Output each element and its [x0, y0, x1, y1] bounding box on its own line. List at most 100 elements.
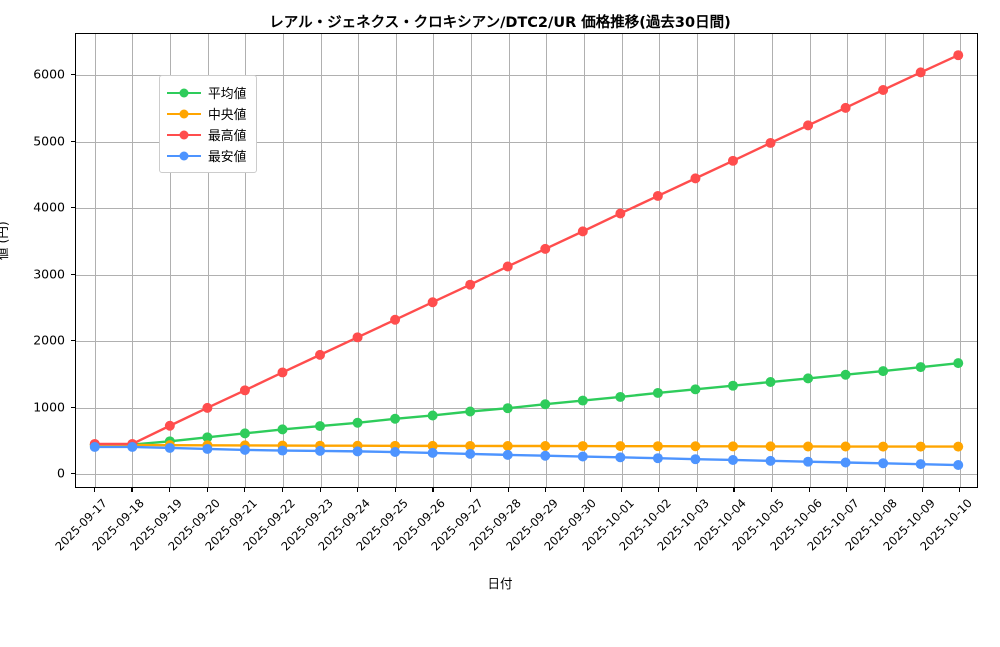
data-point-marker [615, 391, 626, 402]
data-point-marker [502, 403, 513, 414]
gridline-horizontal [76, 474, 977, 476]
x-tick-mark [846, 488, 848, 492]
data-point-marker [652, 441, 663, 452]
y-tick-mark [71, 273, 75, 275]
data-point-marker [239, 444, 250, 455]
legend-item[interactable]: 中央値 [167, 103, 246, 124]
x-tick-mark [771, 488, 773, 492]
legend-item[interactable]: 最高値 [167, 124, 246, 145]
legend-swatch-icon [167, 149, 201, 163]
data-point-marker [803, 456, 814, 467]
data-point-marker [577, 226, 588, 237]
gridline-horizontal [76, 407, 977, 409]
gridline-vertical [245, 34, 247, 487]
y-tick-label: 5000 [33, 133, 65, 149]
x-tick-mark [281, 488, 284, 492]
gridline-horizontal [76, 75, 977, 77]
x-tick-mark [921, 488, 923, 492]
data-point-marker [953, 50, 964, 61]
y-tick-label: 0 [57, 465, 65, 481]
legend-label: 中央値 [208, 108, 247, 123]
data-point-marker [727, 380, 738, 391]
data-point-marker [465, 440, 476, 451]
gridline-vertical [508, 34, 510, 487]
data-point-marker [315, 349, 326, 360]
y-tick-mark [71, 140, 75, 142]
data-point-marker [615, 452, 626, 463]
data-point-marker [765, 137, 776, 148]
data-point-marker [803, 120, 814, 131]
data-point-marker [765, 455, 776, 466]
data-point-marker [315, 421, 326, 432]
x-tick-mark [808, 488, 810, 492]
data-point-marker [427, 410, 438, 421]
legend-swatch-icon [167, 128, 201, 142]
x-tick-mark [432, 488, 434, 492]
gridline-vertical [94, 34, 96, 487]
gridline-vertical [772, 34, 774, 487]
gridline-vertical [583, 34, 585, 487]
data-point-marker [390, 314, 401, 325]
gridline-vertical [659, 34, 661, 487]
data-point-marker [390, 447, 401, 458]
data-point-marker [127, 441, 138, 452]
data-point-marker [652, 190, 663, 201]
gridline-vertical [922, 34, 924, 487]
legend-item[interactable]: 最安値 [167, 145, 246, 166]
series-lines [89, 50, 964, 470]
legend-item[interactable]: 平均値 [167, 82, 246, 103]
x-tick-mark [959, 488, 961, 492]
data-point-marker [540, 441, 551, 451]
data-point-marker [840, 441, 851, 452]
data-point-marker [427, 297, 438, 308]
x-tick-mark [131, 488, 133, 492]
gridline-vertical [207, 34, 209, 487]
data-point-marker [878, 84, 889, 95]
legend-label: 最高値 [208, 129, 247, 144]
gridline-vertical [433, 34, 435, 487]
data-point-marker [878, 441, 889, 452]
data-point-marker [352, 417, 363, 428]
data-point-marker [277, 367, 288, 378]
data-point-marker [89, 441, 100, 452]
chart-figure: レアル・ジェネクス・クロキシアン/DTC2/UR 価格推移(過去30日間) 平均… [0, 15, 978, 591]
data-point-marker [502, 261, 513, 272]
data-point-marker [502, 449, 513, 460]
data-point-marker [915, 362, 926, 373]
y-tick-mark [71, 406, 75, 408]
data-point-marker [652, 453, 663, 464]
gridline-vertical [884, 34, 886, 487]
data-point-marker [727, 455, 738, 465]
data-point-marker [540, 399, 551, 410]
data-point-marker [577, 451, 588, 462]
gridline-horizontal [76, 141, 977, 143]
gridline-vertical [358, 34, 360, 487]
data-point-marker [202, 443, 213, 454]
x-tick-mark [883, 488, 886, 492]
gridline-vertical [395, 34, 397, 487]
data-point-marker [577, 441, 588, 452]
gridline-vertical [734, 34, 736, 487]
x-tick-mark [695, 488, 697, 492]
chart-title: レアル・ジェネクス・クロキシアン/DTC2/UR 価格推移(過去30日間) [269, 15, 731, 31]
data-point-marker [727, 441, 738, 452]
series-line [93, 443, 960, 448]
data-point-marker [690, 384, 701, 395]
data-point-marker [277, 445, 288, 456]
gridline-vertical [546, 34, 548, 487]
data-point-marker [840, 102, 851, 113]
data-point-marker [352, 332, 363, 343]
data-point-marker [690, 173, 701, 184]
x-tick-mark [244, 488, 246, 492]
chart-legend: 平均値中央値最高値 最安値 [159, 75, 258, 173]
data-point-marker [840, 369, 851, 380]
x-tick-mark [319, 488, 321, 492]
y-tick-mark [71, 473, 75, 475]
y-tick-mark [71, 74, 75, 76]
x-tick-mark [545, 488, 547, 492]
legend-label: 平均値 [208, 87, 247, 102]
data-point-marker [502, 441, 513, 451]
data-point-marker [427, 447, 438, 458]
series-line [93, 361, 960, 446]
y-tick-label: 1000 [33, 399, 65, 415]
